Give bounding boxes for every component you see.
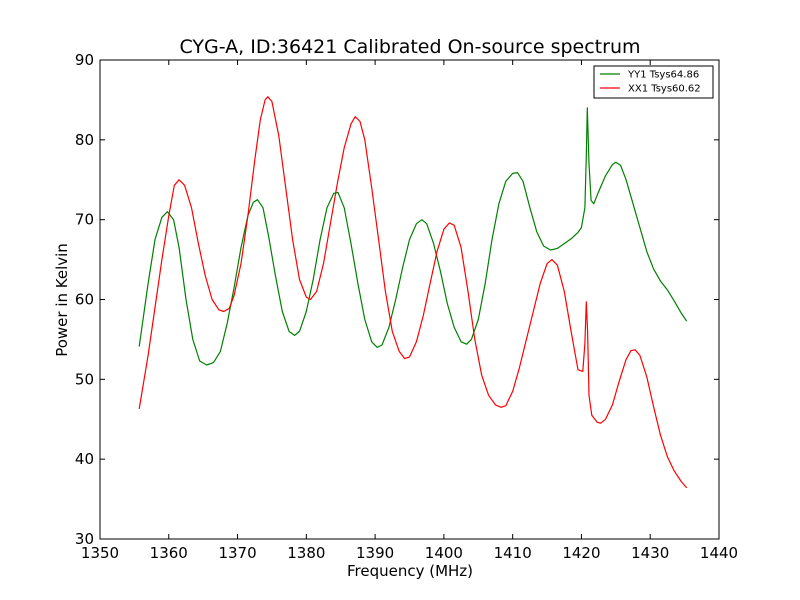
x-axis-label: Frequency (MHz) — [347, 562, 473, 580]
series-line-1 — [138, 107, 688, 366]
x-tick-label: 1420 — [562, 544, 600, 562]
x-tick-label: 1440 — [700, 544, 738, 562]
legend-label-2: XX1 Tsys60.62 — [628, 84, 701, 95]
y-axis-label: Power in Kelvin — [53, 243, 71, 357]
legend-label-1: YY1 Tsys64.86 — [627, 70, 699, 81]
y-tick-label: 30 — [75, 530, 94, 548]
y-tick-label: 40 — [75, 450, 94, 468]
legend: YY1 Tsys64.86 XX1 Tsys60.62 — [593, 65, 714, 99]
legend-box — [593, 65, 714, 99]
x-tick-label: 1350 — [81, 544, 119, 562]
series-line-2 — [138, 96, 688, 489]
y-tick-label: 90 — [75, 51, 94, 69]
x-tick-label: 1360 — [150, 544, 188, 562]
x-tick-label: 1410 — [494, 544, 532, 562]
x-tick-label: 1430 — [631, 544, 669, 562]
plot-area: 1350 1360 1370 1380 1390 1400 1410 1420 1430 1440… — [75, 51, 738, 562]
x-tick-label: 1370 — [218, 544, 256, 562]
y-tick-label: 60 — [75, 291, 94, 309]
x-tick-label: 1400 — [425, 544, 463, 562]
y-tick-label: 70 — [75, 211, 94, 229]
y-tick-label: 80 — [75, 131, 94, 149]
chart-title: CYG-A, ID:36421 Calibrated On-source spe… — [179, 36, 640, 58]
x-tick-label: 1390 — [356, 544, 394, 562]
x-tick-label: 1380 — [287, 544, 325, 562]
y-tick-label: 50 — [75, 370, 94, 388]
